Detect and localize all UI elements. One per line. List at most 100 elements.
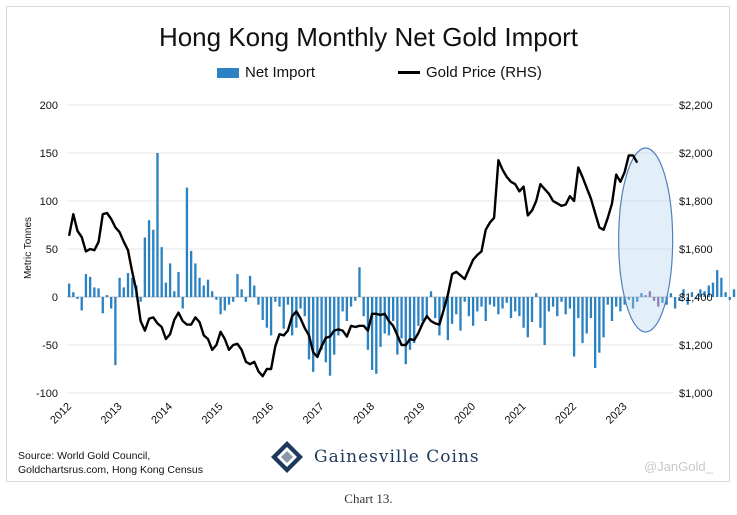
net-import-bar (366, 297, 370, 350)
net-import-bar (337, 297, 340, 336)
left-tick-label: 0 (52, 292, 58, 304)
net-import-bar (299, 297, 302, 309)
net-import-bar (522, 297, 525, 328)
net-import-bar (177, 272, 180, 297)
left-tick-label: -100 (36, 388, 58, 400)
net-import-bar (139, 297, 142, 302)
net-import-bar (358, 267, 361, 297)
net-import-bar (636, 297, 639, 302)
net-import-bar (72, 292, 75, 297)
net-import-bar (442, 297, 445, 309)
net-import-bar (425, 297, 428, 317)
net-import-bar (699, 289, 702, 297)
net-import-bar (539, 297, 542, 328)
net-import-bar (593, 297, 597, 369)
net-import-bar (707, 285, 710, 297)
net-import-bar (122, 287, 125, 297)
net-import-bar (518, 297, 521, 317)
x-tick-label: 2014 (149, 401, 175, 427)
net-import-bar (585, 297, 588, 334)
gold-price-path (67, 154, 639, 378)
net-import-bar (492, 297, 496, 307)
net-import-bar (720, 277, 723, 297)
net-import-bar (471, 297, 475, 326)
net-import-bar (269, 297, 273, 336)
net-import-bar (168, 263, 172, 297)
net-import-bar (354, 297, 357, 301)
x-tick-label: 2021 (503, 401, 529, 427)
chart-title: Hong Kong Monthly Net Gold Import (158, 22, 579, 52)
x-axis-ticks: 2012 2013 2014 2015 2016 2017 2018 2019 2020 2021… (48, 401, 629, 427)
net-import-bar (173, 291, 176, 297)
legend-swatch-line (398, 71, 420, 74)
source-line-1: Source: World Gold Council, (18, 450, 151, 462)
net-import-bar (556, 297, 559, 317)
net-import-bar (408, 297, 412, 350)
net-import-bar (598, 297, 601, 353)
x-tick-label: 2016 (250, 401, 276, 427)
net-import-bar (143, 237, 147, 297)
net-import-bar (303, 297, 306, 317)
net-import-bar (560, 297, 563, 302)
net-import-bar (320, 297, 323, 350)
net-import-bar (156, 153, 159, 297)
net-import-bar (93, 287, 96, 297)
net-import-bar (547, 297, 551, 312)
chart-frame (6, 6, 730, 482)
net-import-bar (421, 297, 424, 321)
net-import-bar (261, 297, 264, 321)
legend-label-net-import: Net Import (245, 64, 316, 81)
right-tick-label: $1,800 (679, 196, 713, 208)
net-import-bar (370, 297, 374, 370)
net-import-bar (211, 291, 214, 297)
legend-item-net-import: Net Import (217, 64, 315, 81)
gridlines (67, 104, 673, 394)
net-import-bar (589, 297, 593, 319)
net-import-bar (509, 297, 513, 319)
net-import-bar (362, 297, 365, 317)
net-import-bar (606, 297, 609, 305)
net-import-bar (189, 250, 193, 297)
net-import-bar (446, 297, 450, 341)
net-import-bar (181, 297, 184, 309)
net-import-bar (644, 295, 647, 297)
net-import-bar (110, 297, 113, 309)
net-import-bar (480, 297, 483, 307)
net-import-bar (619, 297, 622, 312)
net-import-bar (476, 297, 479, 312)
left-tick-label: 150 (40, 148, 58, 160)
net-import-bar (665, 297, 668, 305)
net-import-bar (438, 297, 441, 336)
net-import-bar (669, 293, 673, 297)
brand-block: Gainesville Coins (270, 440, 480, 474)
net-import-bar (84, 273, 88, 297)
net-import-bar (501, 297, 504, 309)
highlight-ellipse (618, 147, 674, 333)
left-axis-ticks: 200 150 100 50 0 -50 -100 (36, 100, 58, 400)
y-axis-label: Metric Tonnes (23, 217, 34, 279)
source-note: Source: World Gold Council, Goldchartsru… (18, 449, 203, 477)
net-import-bar (101, 297, 104, 314)
net-import-bar (333, 297, 336, 355)
net-import-bar (396, 297, 399, 355)
net-import-bar (463, 297, 466, 302)
figure-caption: Chart 13. (344, 491, 393, 506)
net-import-bar (648, 291, 652, 297)
net-import-bar (404, 297, 407, 365)
net-import-bar (732, 289, 736, 297)
net-import-bar (526, 297, 529, 338)
legend-label-gold-price: Gold Price (RHS) (426, 64, 542, 81)
watermark-handle: @JanGold_ (644, 459, 713, 474)
net-import-bar (349, 297, 353, 307)
net-import-bar (131, 277, 134, 297)
net-import-bar (703, 291, 706, 297)
net-import-bar (88, 276, 92, 297)
net-import-bar (215, 297, 218, 300)
left-tick-label: 200 (40, 100, 58, 112)
net-import-bar (114, 297, 117, 366)
net-import-bar (657, 297, 660, 307)
x-tick-label: 2015 (200, 401, 226, 427)
net-import-bar (185, 187, 189, 297)
right-tick-label: $1,600 (679, 244, 713, 256)
net-import-bar (661, 297, 664, 303)
